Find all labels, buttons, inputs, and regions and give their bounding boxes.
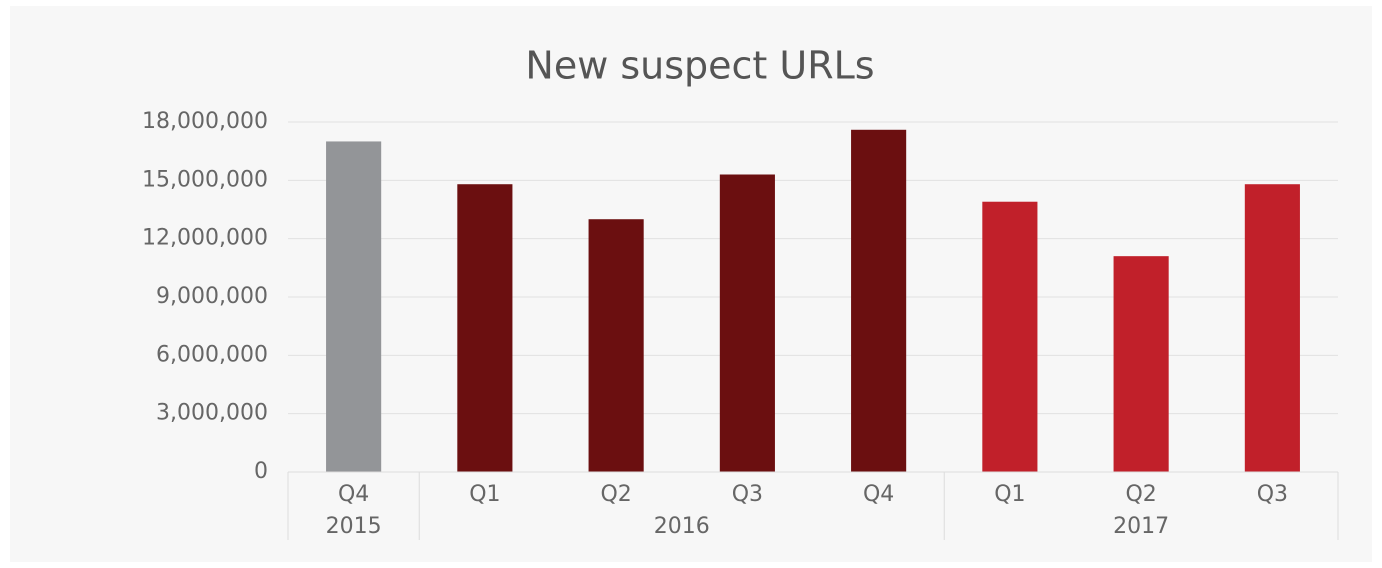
x-group-label: 2016 <box>654 514 710 539</box>
bar <box>457 184 513 472</box>
bar <box>326 141 382 472</box>
bar <box>851 129 907 472</box>
x-tick-label: Q4 <box>338 482 369 507</box>
y-tick-label: 9,000,000 <box>156 284 268 309</box>
chart-title: New suspect URLs <box>525 44 874 88</box>
y-tick-label: 3,000,000 <box>156 401 268 426</box>
x-group-label: 2015 <box>326 514 382 539</box>
x-tick-label: Q4 <box>863 482 894 507</box>
x-tick-label: Q2 <box>600 482 631 507</box>
y-tick-label: 12,000,000 <box>142 226 268 251</box>
bar <box>588 219 644 472</box>
x-tick-label: Q3 <box>1257 482 1288 507</box>
x-tick-label: Q1 <box>469 482 500 507</box>
x-tick-label: Q3 <box>732 482 763 507</box>
y-tick-label: 15,000,000 <box>142 167 268 192</box>
y-tick-label: 18,000,000 <box>142 109 268 134</box>
bar <box>1244 184 1300 472</box>
y-tick-label: 6,000,000 <box>156 342 268 367</box>
x-group-label: 2017 <box>1113 514 1169 539</box>
bar <box>1113 256 1169 472</box>
x-tick-label: Q1 <box>994 482 1025 507</box>
bar <box>982 201 1038 472</box>
y-tick-label: 0 <box>254 459 268 484</box>
x-tick-label: Q2 <box>1125 482 1156 507</box>
bar <box>719 174 775 472</box>
